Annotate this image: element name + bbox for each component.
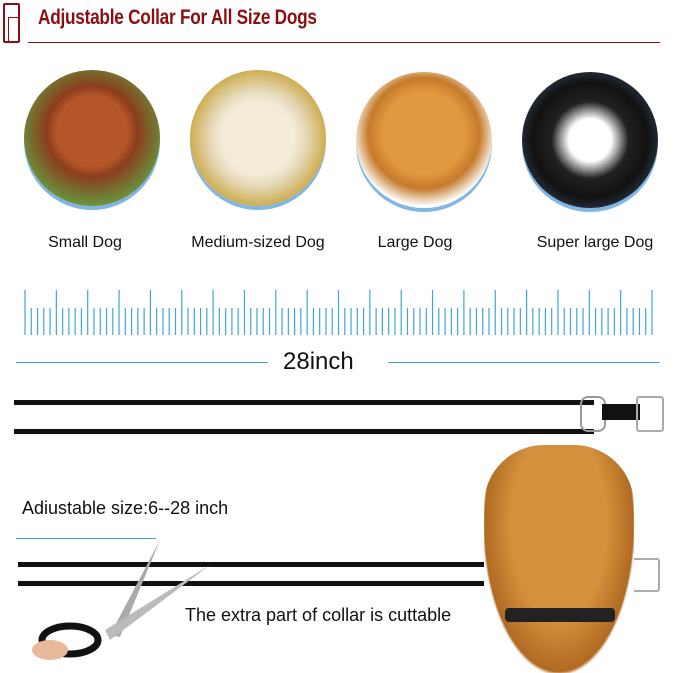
dog-label: Small Dog [48,234,122,251]
dog-label: Medium-sized Dog [191,234,325,251]
buckle-icon [636,396,664,432]
small-dog-image [24,70,160,206]
cuttable-label: The extra part of collar is cuttable [185,605,452,625]
adjustable-size-label: Adiustable size:6--28 inch [22,498,229,518]
dog-label: Super large Dog [536,234,654,251]
dog-label: Large Dog [377,234,453,251]
page-title: Adjustable Collar For All Size Dogs [38,6,317,29]
left-arrow [16,362,268,363]
buckle-icon [632,558,660,592]
collar-end [602,404,640,420]
medium-dog-image [190,70,326,206]
scissors-icon [32,540,210,660]
length-label: 28inch [283,348,354,375]
dog-collar [505,608,615,622]
large-dog-image [356,72,492,208]
collar-full [14,400,594,434]
dog-licking-image [484,445,634,673]
super-large-dog-image [522,72,658,208]
title-bracket-icon [3,3,20,43]
ruler [24,290,653,335]
right-arrow [388,362,660,363]
cut-arrow [16,538,156,539]
title-underline [28,42,660,43]
